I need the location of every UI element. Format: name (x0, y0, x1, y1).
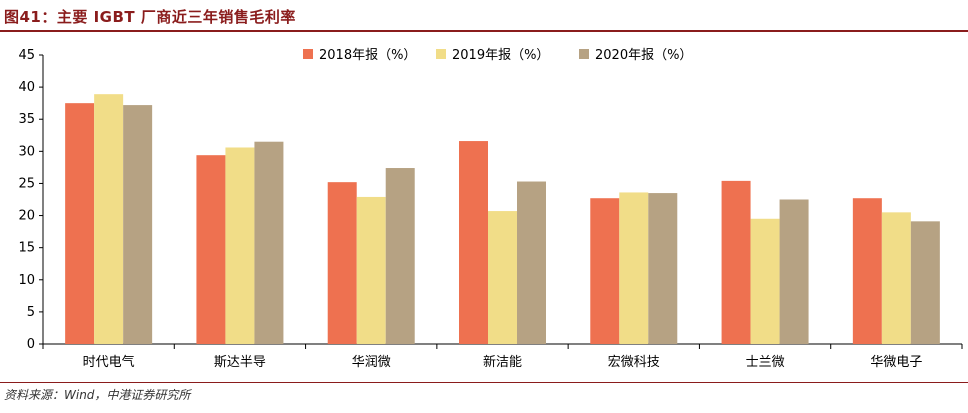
x-category-label: 士兰微 (746, 355, 785, 370)
y-tick-label: 35 (18, 112, 35, 127)
y-tick-label: 5 (27, 305, 35, 320)
x-category-label: 时代电气 (83, 354, 135, 370)
bar (779, 199, 809, 344)
bar (881, 212, 911, 344)
y-tick-label: 10 (18, 273, 35, 288)
bar (327, 182, 357, 344)
bar (648, 193, 678, 344)
y-tick-label: 40 (18, 80, 35, 95)
bar (459, 141, 488, 344)
chart-area: 时代电气 斯达半导 华润微 新洁能 宏微科技 士兰微 华微电子 0 5 10 15 20 25 30 35… (0, 32, 968, 380)
bar (225, 147, 255, 344)
bar (852, 198, 882, 344)
x-category-label: 宏微科技 (608, 355, 660, 370)
legend-label: 2019年报（%） (452, 48, 549, 63)
legend-swatch (579, 49, 589, 59)
legend: 2018年报（%） 2019年报（%） 2020年报（%） (303, 48, 692, 63)
legend-label: 2020年报（%） (595, 48, 692, 63)
y-tick-label: 45 (18, 48, 35, 63)
bar (619, 192, 649, 344)
bar (254, 141, 284, 344)
y-tick-label: 20 (18, 209, 35, 224)
y-tick-label: 25 (18, 176, 35, 191)
bar (488, 211, 517, 344)
title-bar: 图41：主要 IGBT 厂商近三年销售毛利率 (0, 0, 968, 30)
source-note: 资料来源：Wind，中港证券研究所 (4, 388, 191, 402)
bar (590, 198, 620, 344)
bar (517, 181, 546, 344)
bar-chart: 时代电气 斯达半导 华润微 新洁能 宏微科技 士兰微 华微电子 0 5 10 15 20 25 30 35… (18, 48, 963, 370)
x-category-label: 斯达半导 (214, 355, 266, 370)
bar (123, 105, 153, 345)
x-category-label: 华润微 (352, 355, 391, 370)
y-tick-label: 30 (18, 144, 35, 159)
title-divider (0, 30, 968, 32)
bar (94, 94, 124, 344)
y-axis-labels: 0 5 10 15 20 25 30 35 40 45 (18, 48, 35, 352)
legend-swatch (436, 49, 446, 59)
legend-swatch (303, 49, 313, 59)
bars (65, 94, 940, 345)
x-axis-labels: 时代电气 斯达半导 华润微 新洁能 宏微科技 士兰微 华微电子 (83, 354, 923, 370)
source-divider (0, 382, 968, 383)
bar (910, 221, 940, 344)
bar (721, 180, 751, 344)
x-category-label: 新洁能 (483, 354, 522, 370)
chart-title: 图41：主要 IGBT 厂商近三年销售毛利率 (4, 8, 296, 26)
x-category-label: 华微电子 (870, 355, 922, 370)
bar (385, 168, 415, 344)
y-tick-label: 15 (18, 241, 35, 256)
legend-label: 2018年报（%） (319, 48, 416, 63)
y-tick-label: 0 (27, 337, 35, 352)
bar (65, 103, 95, 345)
bar (356, 196, 386, 344)
bar (196, 155, 226, 344)
bar (750, 218, 780, 344)
